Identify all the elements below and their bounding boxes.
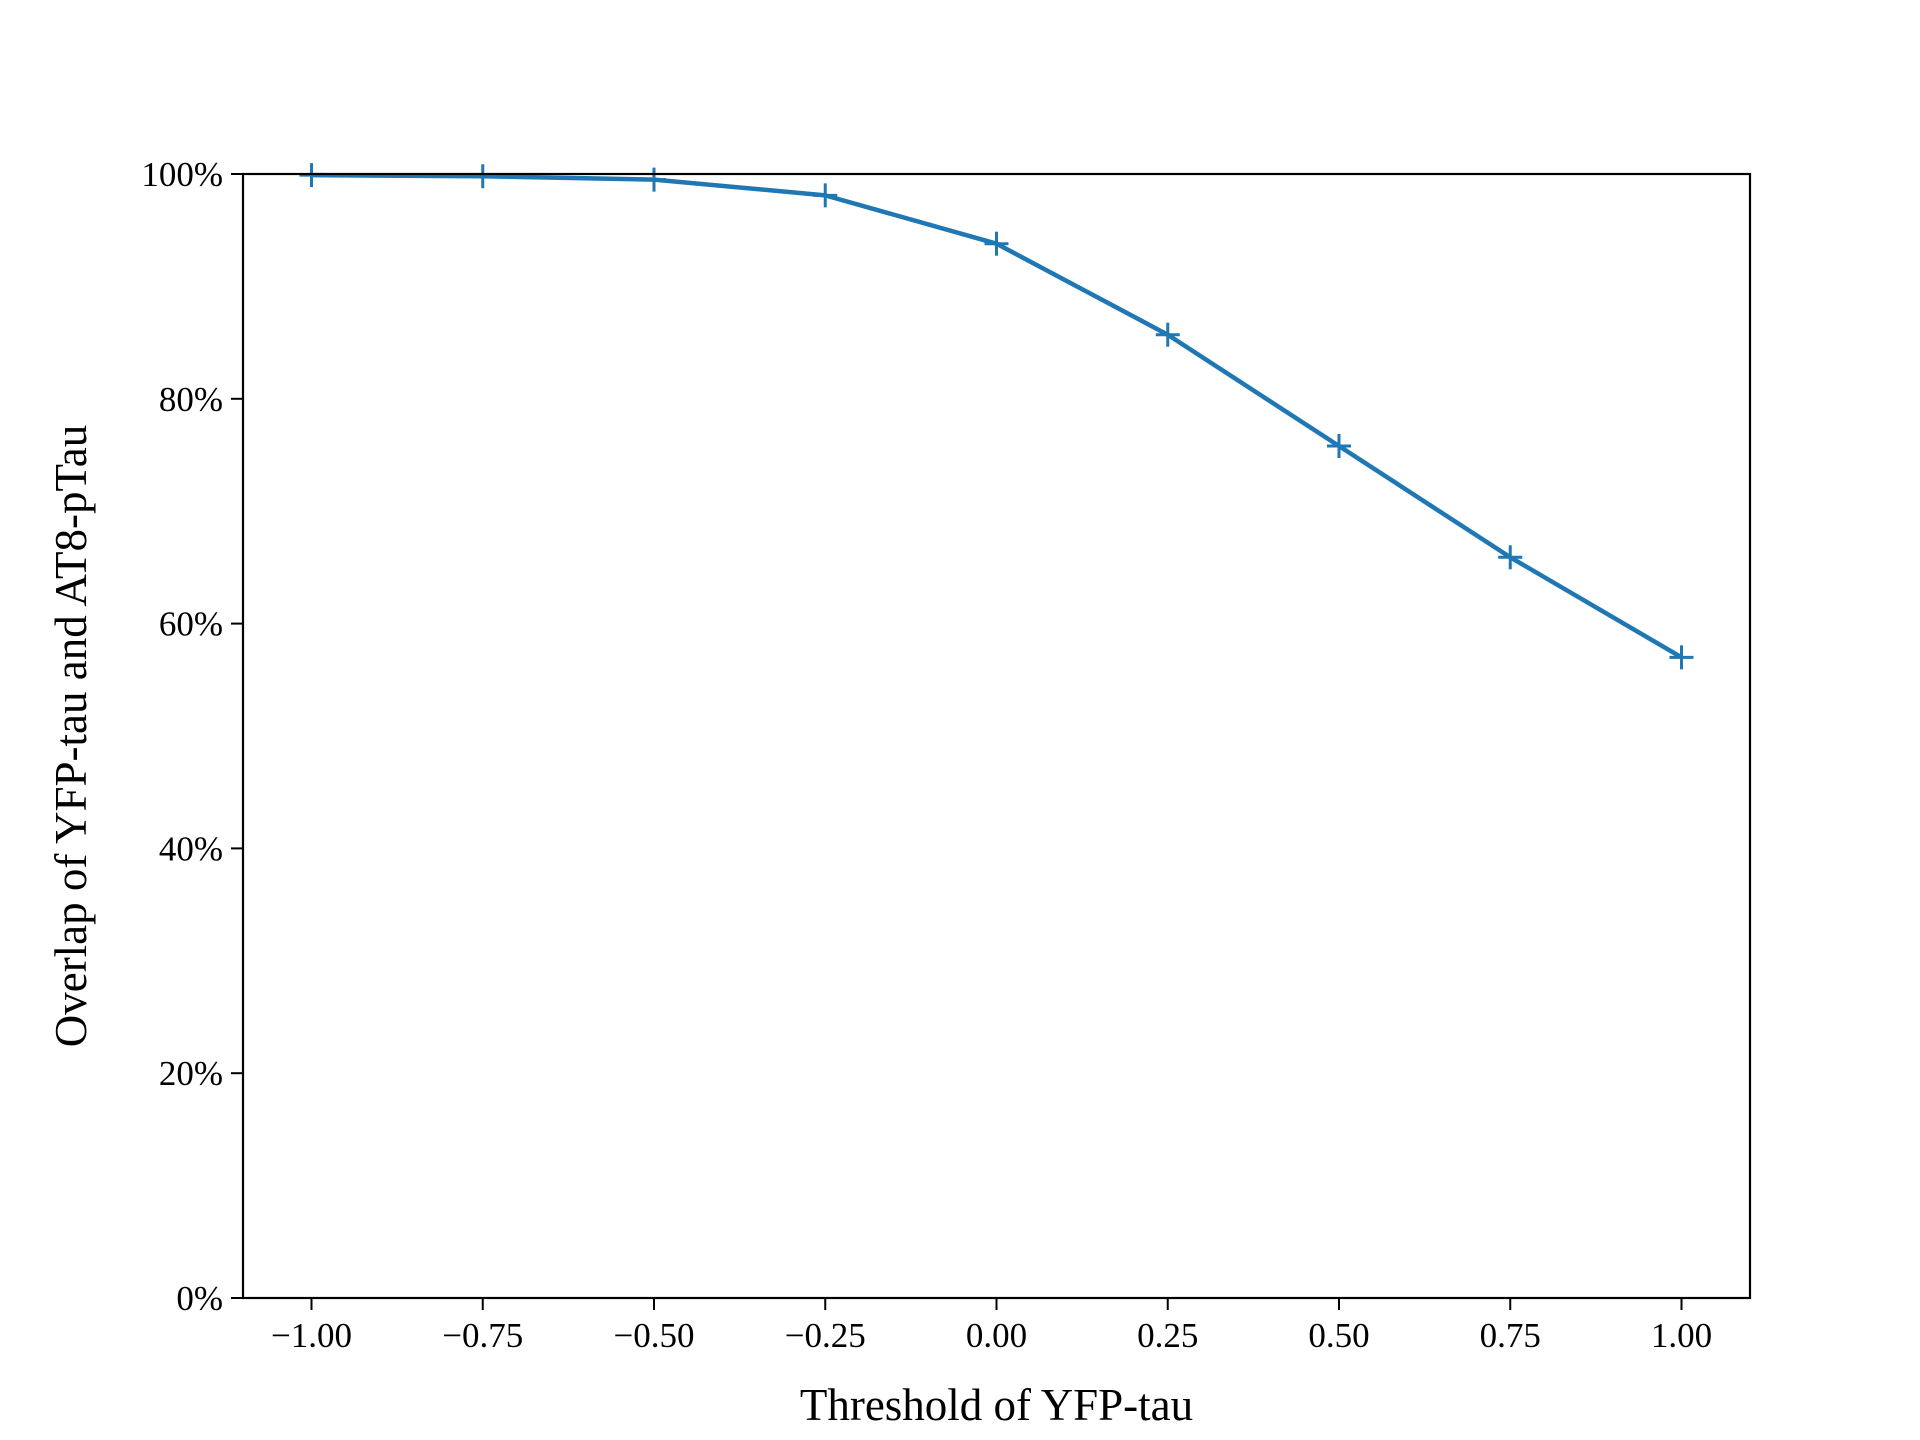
plot-area (243, 174, 1750, 1298)
x-tick-label: 0.75 (1480, 1316, 1541, 1355)
series-layer (299, 163, 1694, 670)
y-axis-title: Overlap of YFP-tau and AT8-pTau (46, 425, 96, 1048)
y-tick-label: 0% (176, 1279, 223, 1318)
x-tick-label: 0.25 (1137, 1316, 1198, 1355)
data-point (1327, 434, 1351, 459)
x-tick-label: −0.75 (442, 1316, 523, 1355)
y-tick-label: 20% (159, 1054, 223, 1093)
data-point (642, 167, 666, 192)
data-point (1155, 322, 1180, 347)
x-tick-label: 0.00 (966, 1316, 1027, 1355)
x-tick-label: −0.25 (785, 1316, 866, 1355)
data-point (984, 231, 1009, 256)
y-tick-label: 100% (141, 155, 223, 194)
x-tick-label: −1.00 (271, 1316, 352, 1355)
plot-frame (241, 172, 1752, 1300)
data-point (470, 164, 495, 189)
x-axis: −1.00 −0.75 −0.50 −0.25 0.00 0.25 0.50 0.75 1.00 (271, 1298, 1712, 1355)
data-point (1669, 645, 1694, 670)
data-point (299, 163, 324, 188)
x-tick-label: 0.50 (1308, 1316, 1369, 1355)
y-tick-label: 80% (159, 380, 223, 419)
x-tick-label: 1.00 (1651, 1316, 1712, 1355)
y-axis: 0% 20% 40% 60% 80% 100% (141, 155, 243, 1318)
x-tick-label: −0.50 (614, 1316, 695, 1355)
y-tick-label: 60% (159, 605, 223, 644)
data-point (813, 183, 838, 208)
y-tick-label: 40% (159, 829, 223, 868)
data-point (1498, 545, 1523, 570)
x-axis-title: Threshold of YFP-tau (800, 1380, 1193, 1430)
